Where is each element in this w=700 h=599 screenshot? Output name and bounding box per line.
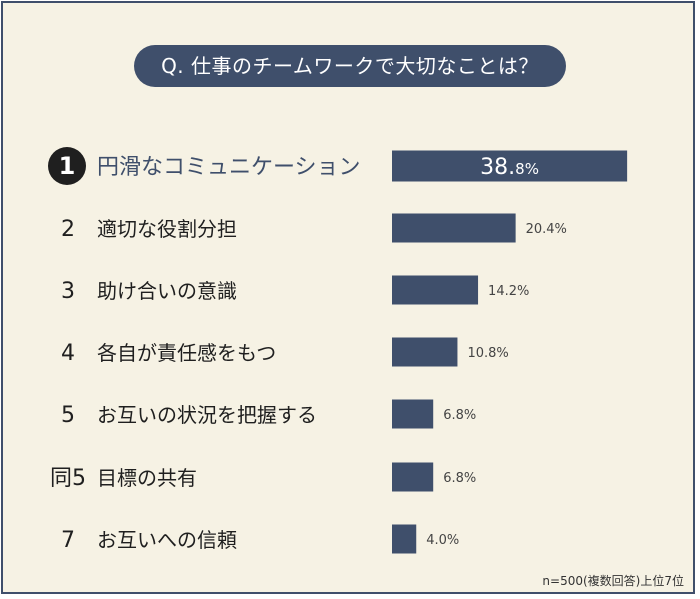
value-label: 4.0% xyxy=(426,533,459,548)
category-label: 各自が責任感をもつ xyxy=(97,341,276,365)
rank-number: 1 xyxy=(59,152,76,180)
question-title: Q. 仕事のチームワークで大切なことは？ xyxy=(134,45,566,87)
category-label: お互いへの信頼 xyxy=(97,528,237,552)
bar xyxy=(392,337,458,367)
bar xyxy=(392,150,628,182)
rank-number: 3 xyxy=(61,279,75,304)
rank-number: 7 xyxy=(61,528,75,553)
bar xyxy=(392,462,434,492)
category-label: 円滑なコミュニケーション xyxy=(97,155,361,180)
sample-note: n=500(複数回答)上位7位 xyxy=(542,574,684,588)
value-label: 38.8% xyxy=(480,155,539,180)
category-label: お互いの状況を把握する xyxy=(97,403,317,427)
value-label: 6.8% xyxy=(443,408,476,423)
category-label: 目標の共有 xyxy=(97,466,197,490)
rank-number: 5 xyxy=(61,403,75,428)
value-label: 14.2% xyxy=(488,284,529,299)
bar xyxy=(392,524,417,554)
rank-badge xyxy=(48,147,86,185)
category-label: 適切な役割分担 xyxy=(97,217,237,241)
value-label: 20.4% xyxy=(526,222,567,237)
rank-number: 2 xyxy=(61,217,75,242)
bar xyxy=(392,399,434,429)
bar xyxy=(392,275,479,305)
rank-number: 同5 xyxy=(50,466,86,491)
value-label: 10.8% xyxy=(467,346,508,361)
rank-number: 4 xyxy=(61,341,75,366)
category-label: 助け合いの意識 xyxy=(97,279,237,303)
value-label: 6.8% xyxy=(443,471,476,486)
bar xyxy=(392,213,516,243)
